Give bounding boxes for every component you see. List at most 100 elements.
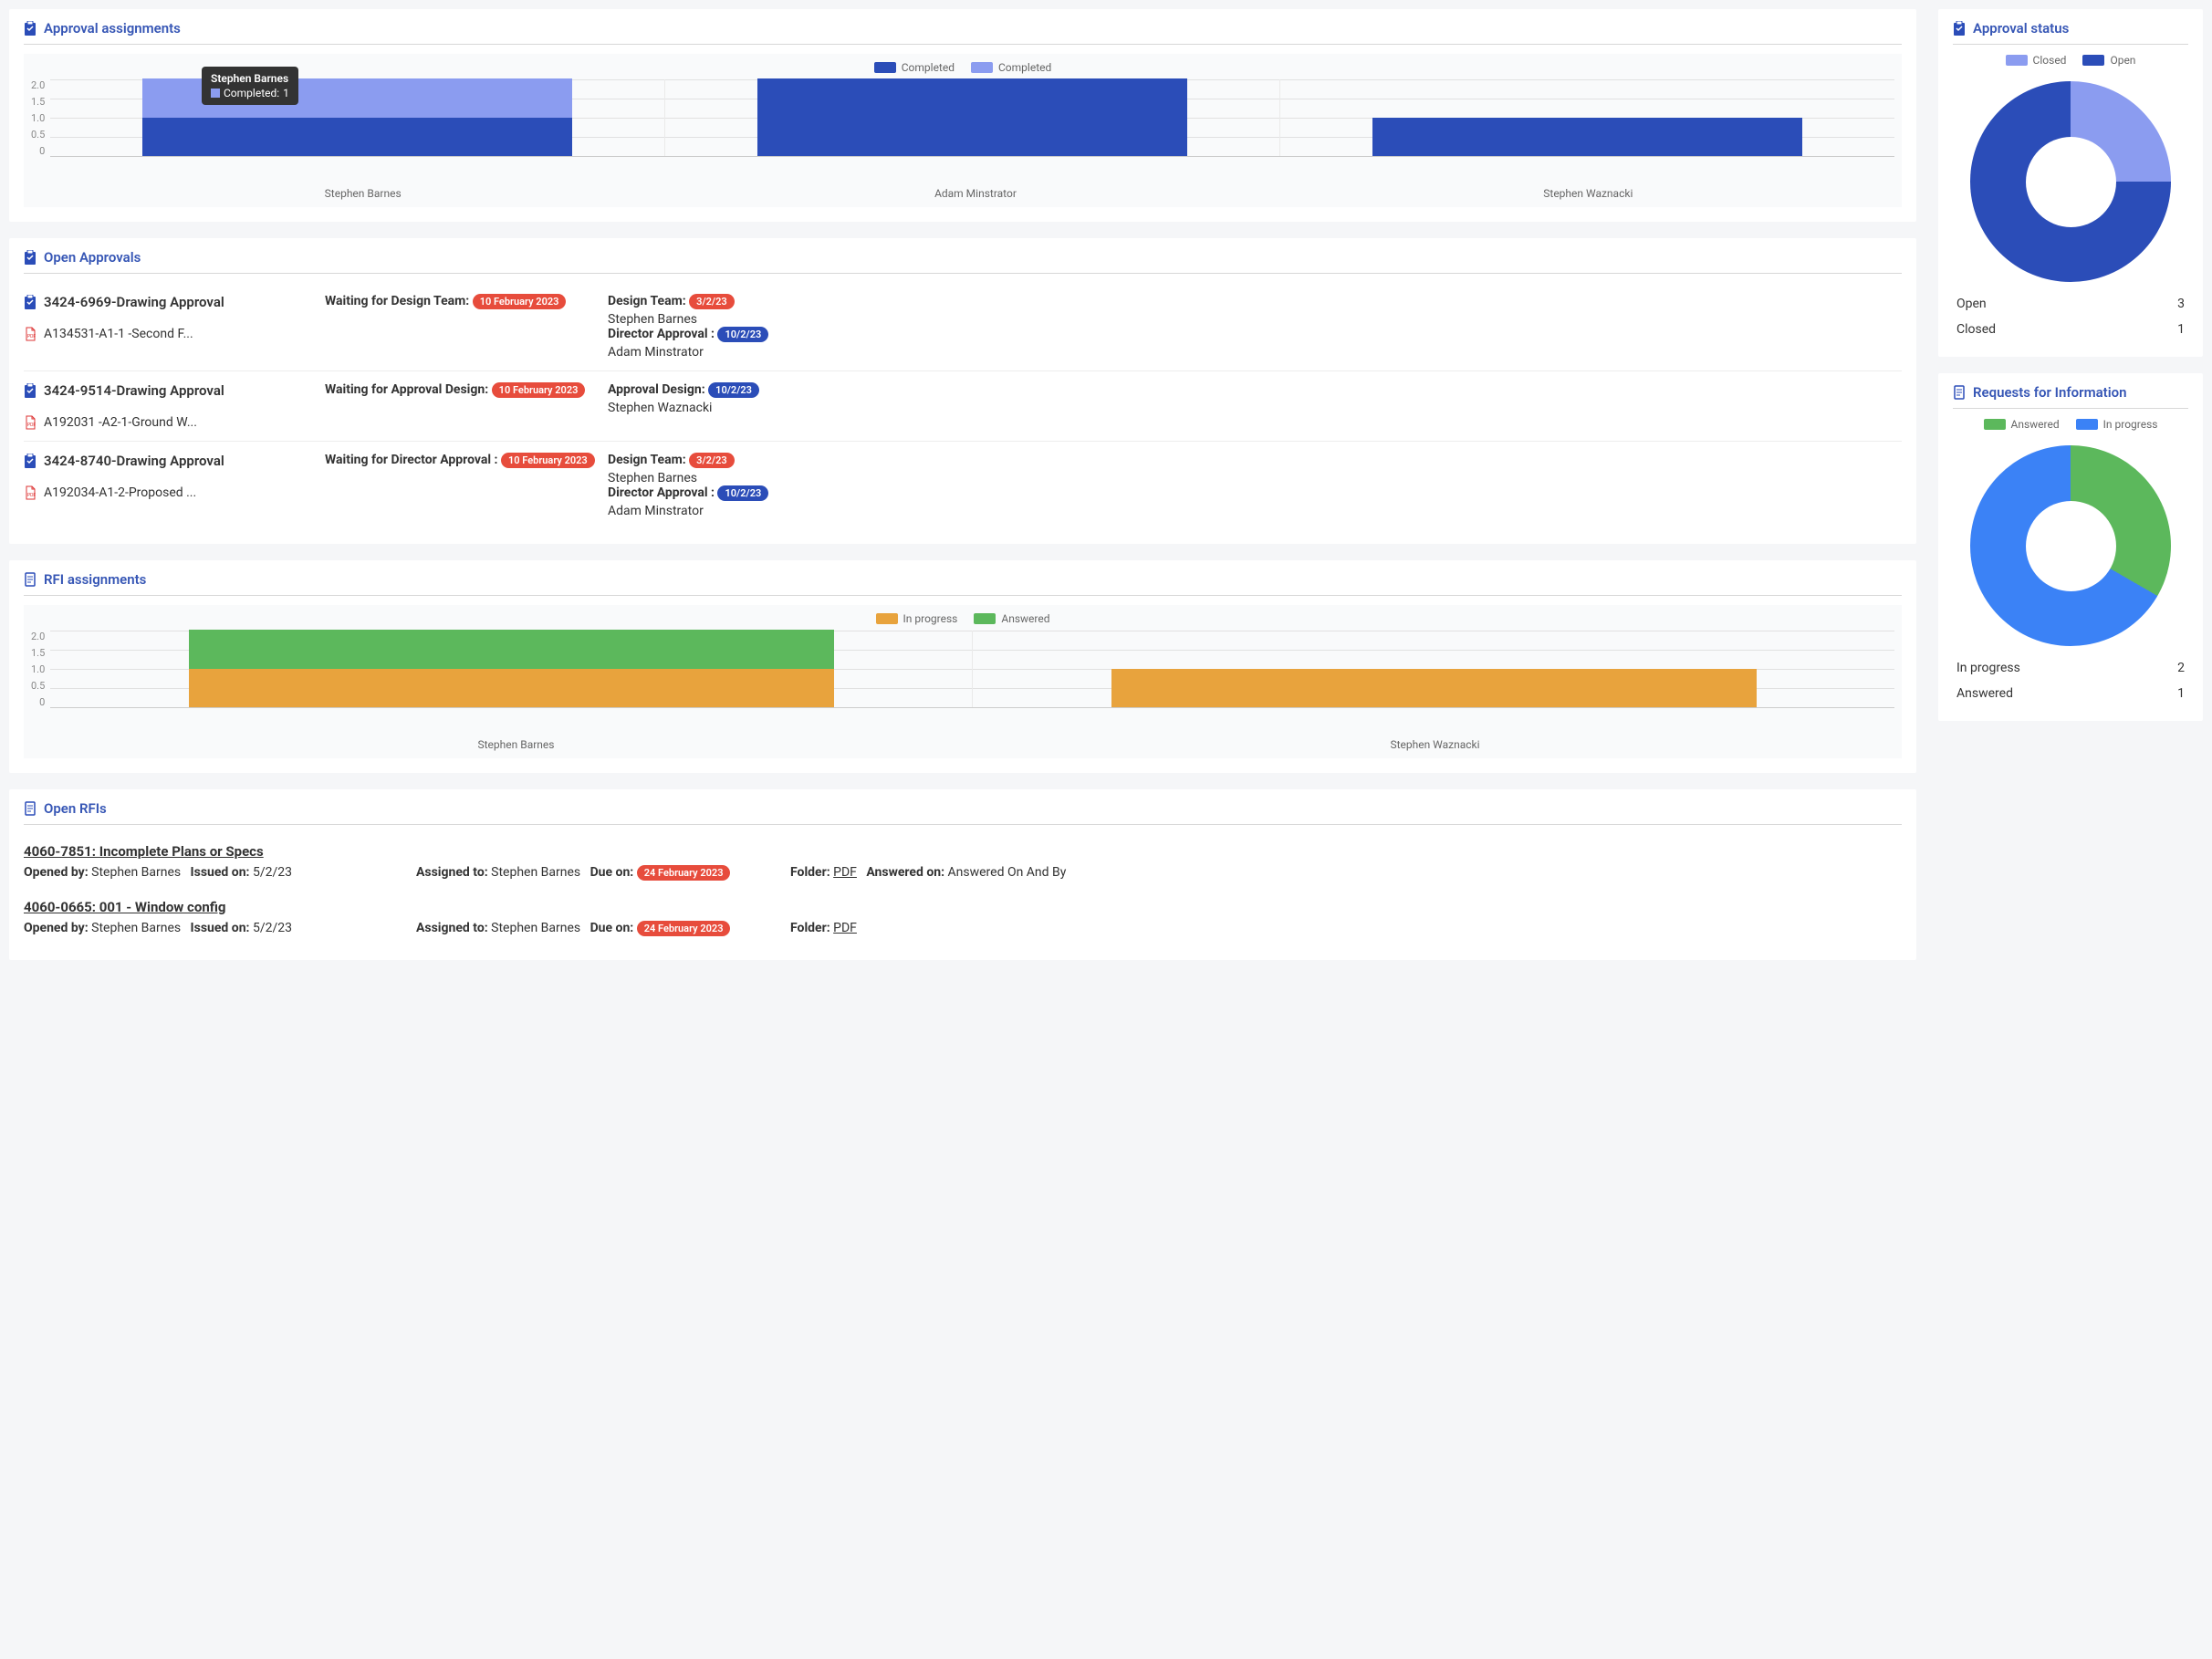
- folder-value[interactable]: PDF: [833, 865, 857, 880]
- detail-name: Stephen Barnes: [608, 471, 1902, 485]
- waiting-date-badge: 10 February 2023: [473, 294, 567, 309]
- bar-slot[interactable]: [50, 79, 665, 156]
- bar-segment[interactable]: [757, 78, 1187, 156]
- assigned-to-label: Assigned to:: [416, 921, 488, 935]
- folder-label: Folder:: [790, 865, 830, 880]
- clipboard-icon: [24, 454, 37, 468]
- clipboard-icon: [24, 21, 37, 36]
- due-on-badge: 24 February 2023: [637, 921, 731, 936]
- rfi-status-donut: [1970, 445, 2171, 646]
- panel-title: Requests for Information: [1953, 384, 2188, 409]
- clipboard-icon: [24, 383, 37, 398]
- detail-line: Design Team: 3/2/23: [608, 294, 1902, 309]
- approval-assignments-panel: Approval assignments Stephen Barnes Comp…: [9, 9, 1916, 222]
- stat-label: Answered: [1956, 686, 2013, 701]
- stat-value: 1: [2177, 686, 2185, 701]
- bar-segment[interactable]: [1372, 118, 1802, 157]
- legend-swatch: [876, 613, 898, 624]
- approval-row[interactable]: 3424-9514-Drawing Approval PDF A192031 -…: [24, 371, 1902, 442]
- legend-label: Answered: [2011, 418, 2060, 431]
- stat-row: Answered 1: [1953, 681, 2188, 706]
- detail-name: Stephen Waznacki: [608, 401, 1902, 415]
- legend-item: Answered: [974, 612, 1049, 625]
- open-approvals-panel: Open Approvals 3424-6969-Drawing Approva…: [9, 238, 1916, 544]
- rfi-assignments-panel: RFI assignments In progress Answered 2.0 1…: [9, 560, 1916, 773]
- answered-on-value: Answered On And By: [948, 865, 1067, 880]
- x-label: Stephen Waznacki: [1282, 187, 1894, 200]
- issued-on-value: 5/2/23: [253, 921, 292, 935]
- rfi-row[interactable]: 4060-0665: 001 - Window config Opened by…: [24, 890, 1902, 945]
- date-badge: 3/2/23: [689, 453, 735, 468]
- stat-value: 2: [2177, 661, 2185, 675]
- approval-file[interactable]: PDF A192031 -A2-1-Ground W...: [24, 415, 316, 430]
- detail-label: Director Approval :: [608, 327, 715, 341]
- y-tick: 2.0: [31, 631, 45, 642]
- legend-label: Completed: [902, 61, 955, 74]
- legend-swatch: [2076, 419, 2098, 430]
- legend-swatch: [874, 62, 896, 73]
- waiting-date-badge: 10 February 2023: [501, 453, 595, 468]
- detail-name: Stephen Barnes: [608, 312, 1902, 327]
- bar-segment[interactable]: [1111, 669, 1757, 708]
- approval-row[interactable]: 3424-6969-Drawing Approval PDF A134531-A…: [24, 283, 1902, 371]
- panel-title: RFI assignments: [24, 571, 1902, 596]
- issued-on-value: 5/2/23: [253, 865, 292, 880]
- approval-row[interactable]: 3424-8740-Drawing Approval PDF A192034-A…: [24, 442, 1902, 529]
- y-tick: 1.0: [31, 663, 45, 675]
- folder-value[interactable]: PDF: [833, 921, 857, 935]
- detail-name: Adam Minstrator: [608, 345, 1902, 360]
- stat-value: 3: [2177, 297, 2185, 311]
- issued-on-label: Issued on:: [191, 921, 250, 935]
- legend-swatch: [974, 613, 996, 624]
- folder-label: Folder:: [790, 921, 830, 935]
- date-badge: 10/2/23: [717, 327, 768, 342]
- approval-file[interactable]: PDF A192034-A1-2-Proposed ...: [24, 485, 316, 500]
- bar-segment[interactable]: [189, 630, 834, 669]
- legend-swatch: [2082, 55, 2104, 66]
- rfi-title[interactable]: 4060-0665: 001 - Window config: [24, 899, 1902, 915]
- bar-segment[interactable]: [189, 669, 834, 708]
- date-badge: 3/2/23: [689, 294, 735, 309]
- approval-title[interactable]: 3424-8740-Drawing Approval: [24, 453, 316, 469]
- opened-by-label: Opened by:: [24, 865, 89, 880]
- legend-label: In progress: [2103, 418, 2158, 431]
- panel-title-text: RFI assignments: [44, 571, 146, 588]
- approval-file-text: A134531-A1-1 -Second F...: [44, 327, 193, 341]
- waiting-label: Waiting for Approval Design:: [325, 382, 488, 397]
- bar-slot[interactable]: [50, 631, 973, 707]
- document-icon: [24, 572, 37, 587]
- bar-slot[interactable]: [1280, 79, 1894, 156]
- bar-slot[interactable]: [665, 79, 1280, 156]
- approval-title-text: 3424-8740-Drawing Approval: [44, 453, 224, 469]
- x-label: Adam Minstrator: [669, 187, 1281, 200]
- approval-file[interactable]: PDF A134531-A1-1 -Second F...: [24, 327, 316, 341]
- legend-item: Completed: [874, 61, 955, 74]
- legend-label: In progress: [903, 612, 958, 625]
- x-label: Stephen Waznacki: [976, 738, 1894, 751]
- stat-row: Open3: [1953, 291, 2188, 317]
- document-icon: [1953, 385, 1966, 400]
- legend-item: In progress: [876, 612, 958, 625]
- tooltip-value: 1: [283, 87, 289, 99]
- legend-item: Completed: [971, 61, 1051, 74]
- waiting-label: Waiting for Director Approval :: [325, 453, 497, 467]
- tooltip-swatch: [211, 89, 220, 98]
- rfi-assignments-chart: In progressAnswered 2.01.51.00.50 Stephe…: [24, 605, 1902, 758]
- bar-slot[interactable]: [973, 631, 1894, 707]
- detail-line: Director Approval : 10/2/23: [608, 485, 1902, 501]
- chart-tooltip: Stephen Barnes Completed: 1: [202, 67, 298, 105]
- legend-swatch: [971, 62, 993, 73]
- panel-title-text: Approval assignments: [44, 20, 181, 37]
- rfi-row[interactable]: 4060-7851: Incomplete Plans or Specs Ope…: [24, 834, 1902, 890]
- panel-title-text: Open Approvals: [44, 249, 141, 266]
- panel-title: Open RFIs: [24, 800, 1902, 825]
- approval-title[interactable]: 3424-6969-Drawing Approval: [24, 294, 316, 310]
- bar-segment[interactable]: [142, 118, 572, 157]
- rfi-title[interactable]: 4060-7851: Incomplete Plans or Specs: [24, 843, 1902, 860]
- detail-label: Director Approval :: [608, 485, 715, 500]
- due-on-label: Due on:: [590, 921, 634, 935]
- approval-status-donut: [1970, 81, 2171, 282]
- approval-title[interactable]: 3424-9514-Drawing Approval: [24, 382, 316, 399]
- approval-status-panel: Approval status ClosedOpen Open3Closed1: [1938, 9, 2203, 357]
- waiting-label: Waiting for Design Team:: [325, 294, 469, 308]
